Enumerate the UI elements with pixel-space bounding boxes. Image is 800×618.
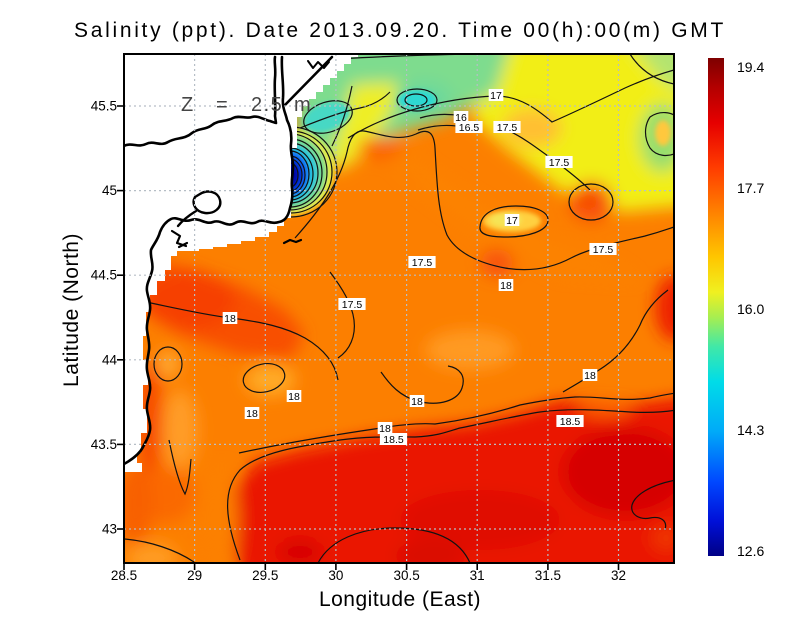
svg-text:17: 17: [506, 215, 518, 227]
svg-text:17.5: 17.5: [412, 257, 433, 269]
svg-text:30: 30: [328, 568, 343, 583]
svg-text:17.7: 17.7: [737, 180, 764, 196]
svg-text:44.5: 44.5: [91, 268, 117, 283]
svg-text:17.5: 17.5: [549, 157, 570, 169]
svg-text:17: 17: [490, 90, 502, 102]
svg-text:16.0: 16.0: [737, 301, 764, 317]
svg-text:17.5: 17.5: [593, 244, 614, 256]
svg-text:30.5: 30.5: [393, 568, 419, 583]
svg-text:Z=2.5m: Z = 2.5 m: [181, 94, 312, 116]
svg-text:31: 31: [470, 568, 485, 583]
svg-text:Longitude (East): Longitude (East): [319, 588, 481, 611]
svg-text:44: 44: [102, 352, 118, 367]
svg-text:14.3: 14.3: [737, 422, 764, 438]
svg-text:18: 18: [500, 280, 512, 292]
svg-text:43.5: 43.5: [91, 437, 117, 452]
svg-text:18: 18: [379, 423, 391, 435]
svg-text:16: 16: [455, 112, 467, 124]
svg-text:43: 43: [102, 522, 117, 537]
svg-text:45: 45: [102, 183, 117, 198]
svg-text:18.5: 18.5: [383, 434, 404, 446]
svg-text:19.4: 19.4: [737, 59, 764, 75]
svg-text:12.6: 12.6: [737, 543, 764, 559]
svg-text:45.5: 45.5: [91, 99, 117, 114]
svg-text:17.5: 17.5: [342, 299, 363, 311]
svg-text:18: 18: [288, 391, 300, 403]
svg-text:Salinity (ppt). Date 2013.09.2: Salinity (ppt). Date 2013.09.20. Time 00…: [74, 19, 726, 42]
svg-text:16.5: 16.5: [459, 122, 480, 134]
svg-text:18: 18: [411, 396, 423, 408]
svg-text:32: 32: [611, 568, 626, 583]
svg-text:Latitude (North): Latitude (North): [60, 233, 83, 387]
svg-text:18.5: 18.5: [560, 416, 581, 428]
svg-text:18: 18: [224, 313, 236, 325]
svg-text:28.5: 28.5: [111, 568, 137, 583]
svg-text:29.5: 29.5: [252, 568, 278, 583]
svg-text:17.5: 17.5: [497, 122, 518, 134]
svg-text:29: 29: [187, 568, 202, 583]
svg-text:18: 18: [584, 370, 596, 382]
svg-text:18: 18: [246, 408, 258, 420]
svg-text:31.5: 31.5: [535, 568, 561, 583]
